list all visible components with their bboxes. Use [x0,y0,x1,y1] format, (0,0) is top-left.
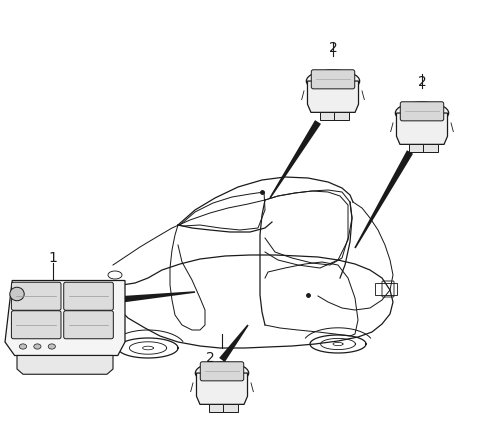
Ellipse shape [48,344,55,349]
Polygon shape [115,291,195,304]
FancyBboxPatch shape [64,282,113,310]
FancyBboxPatch shape [12,311,61,339]
FancyBboxPatch shape [64,311,113,339]
Polygon shape [308,81,359,112]
Polygon shape [409,144,424,152]
Ellipse shape [19,344,26,349]
Polygon shape [219,325,249,362]
Polygon shape [5,280,125,355]
Polygon shape [269,120,321,198]
Polygon shape [423,144,438,152]
Text: 2: 2 [418,75,426,89]
Text: 1: 1 [48,251,58,266]
Polygon shape [223,404,238,412]
Polygon shape [354,150,413,248]
Text: 2: 2 [205,351,215,365]
Text: 2: 2 [329,41,337,55]
FancyBboxPatch shape [200,362,244,381]
Bar [375,283,397,295]
Polygon shape [196,373,248,404]
Polygon shape [209,404,224,412]
Polygon shape [17,355,113,374]
FancyBboxPatch shape [12,282,61,310]
FancyBboxPatch shape [311,70,355,89]
Ellipse shape [195,362,249,384]
Polygon shape [396,113,447,144]
Ellipse shape [396,102,449,124]
Ellipse shape [34,344,41,349]
Polygon shape [320,112,335,120]
Ellipse shape [10,287,24,301]
Polygon shape [334,112,348,120]
FancyBboxPatch shape [400,102,444,121]
Ellipse shape [306,70,360,92]
